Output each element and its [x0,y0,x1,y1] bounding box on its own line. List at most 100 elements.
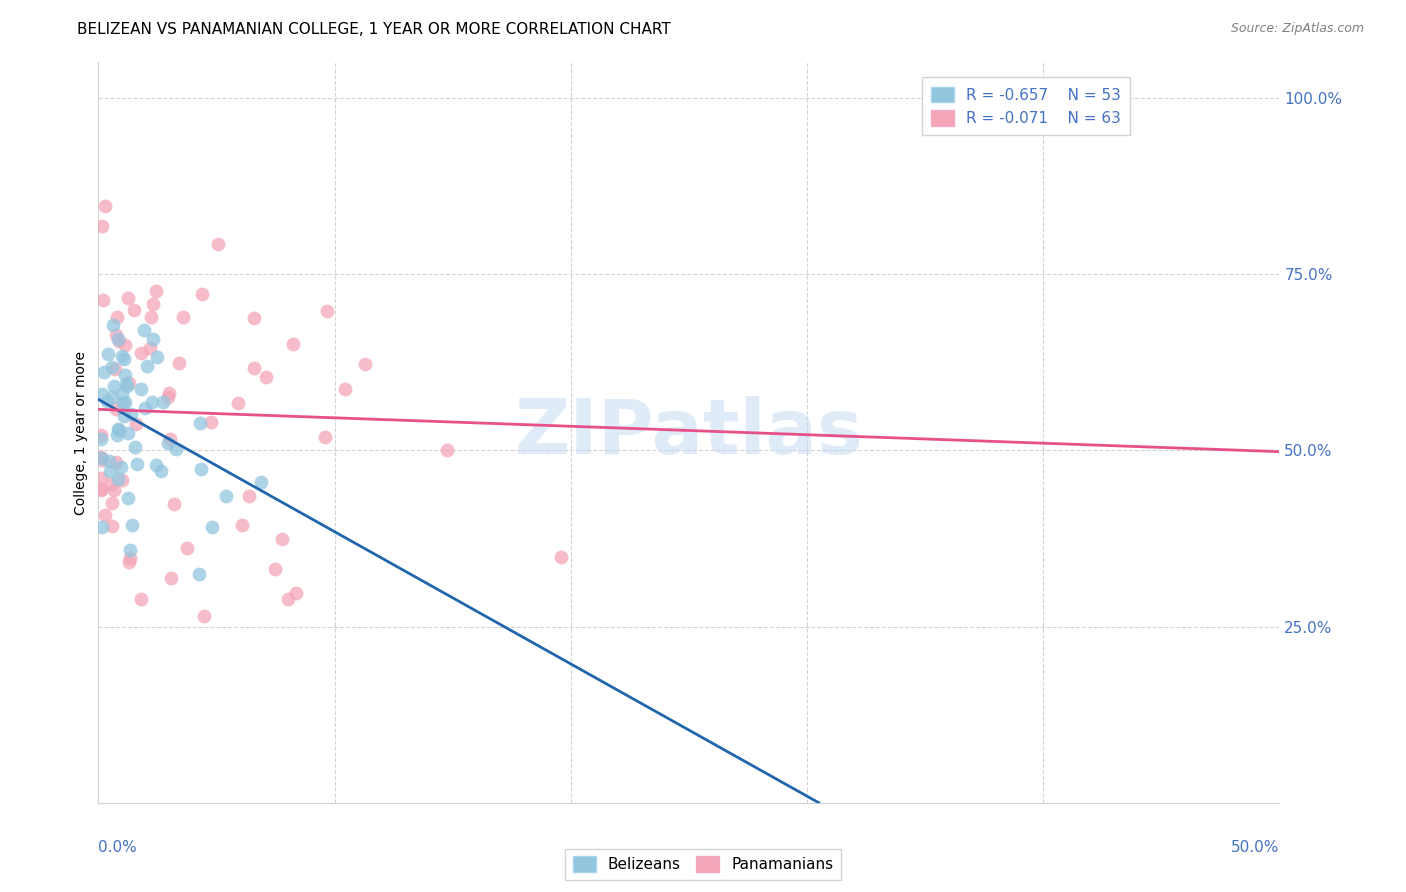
Point [142,332,165,346]
Point [157,385,180,400]
Point [90,432,112,446]
Point [118,555,141,569]
Point [141,394,163,409]
Point [335,382,357,396]
Legend: Belizeans, Panamanians: Belizeans, Panamanians [565,848,841,880]
Point [93,365,115,379]
Point [135,359,157,373]
Point [90,450,112,465]
Point [249,475,271,489]
Point [96,394,118,409]
Point [550,549,572,564]
Point [243,360,266,375]
Point [104,362,127,376]
Point [138,342,160,356]
Point [146,350,169,364]
Point [139,310,162,324]
Point [115,376,138,391]
Point [231,518,253,533]
Point [93,508,115,523]
Point [127,457,149,471]
Point [188,567,211,582]
Point [97,454,120,468]
Point [114,337,136,351]
Point [354,357,377,371]
Point [104,455,127,469]
Point [207,237,229,252]
Point [117,491,139,505]
Point [215,489,238,503]
Point [103,483,125,497]
Point [124,440,146,454]
Point [107,333,129,347]
Point [145,458,167,472]
Point [314,429,336,443]
Point [238,489,260,503]
Point [90,482,112,496]
Point [114,395,136,409]
Text: 50.0%: 50.0% [1232,840,1279,855]
Point [98,464,121,478]
Point [201,520,224,534]
Point [120,408,142,422]
Point [226,396,249,410]
Point [285,586,308,600]
Point [101,496,124,510]
Point [105,428,128,442]
Point [90,387,112,401]
Point [90,428,112,442]
Point [129,592,152,607]
Point [97,346,120,360]
Point [190,462,212,476]
Point [193,608,215,623]
Point [111,474,134,488]
Point [107,472,129,486]
Point [190,287,212,301]
Point [436,442,458,457]
Point [159,571,181,585]
Point [90,520,112,534]
Point [125,417,148,431]
Point [159,432,181,446]
Point [176,541,198,555]
Point [90,219,112,233]
Point [118,543,141,558]
Point [167,356,190,370]
Y-axis label: College, 1 year or more: College, 1 year or more [75,351,89,515]
Point [315,303,337,318]
Point [117,291,139,305]
Point [100,360,122,375]
Point [111,387,134,401]
Text: 0.0%: 0.0% [98,840,138,855]
Point [110,459,132,474]
Point [114,368,136,382]
Point [118,551,141,566]
Point [165,442,187,456]
Text: BELIZEAN VS PANAMANIAN COLLEGE, 1 YEAR OR MORE CORRELATION CHART: BELIZEAN VS PANAMANIAN COLLEGE, 1 YEAR O… [77,22,671,37]
Point [200,416,222,430]
Point [117,426,139,441]
Point [152,394,174,409]
Point [91,293,114,307]
Point [111,395,134,409]
Point [156,436,179,450]
Point [101,390,124,404]
Point [115,378,138,392]
Point [90,450,112,464]
Point [163,497,186,511]
Point [101,318,124,332]
Point [134,401,156,416]
Point [254,370,277,384]
Point [124,303,146,318]
Point [105,310,128,325]
Point [118,376,141,391]
Point [94,199,117,213]
Point [172,310,194,325]
Point [243,311,266,326]
Point [281,337,304,351]
Point [149,464,172,478]
Point [129,382,152,396]
Point [108,424,131,438]
Point [90,483,112,497]
Legend: R = -0.657    N = 53, R = -0.071    N = 63: R = -0.657 N = 53, R = -0.071 N = 63 [922,78,1130,136]
